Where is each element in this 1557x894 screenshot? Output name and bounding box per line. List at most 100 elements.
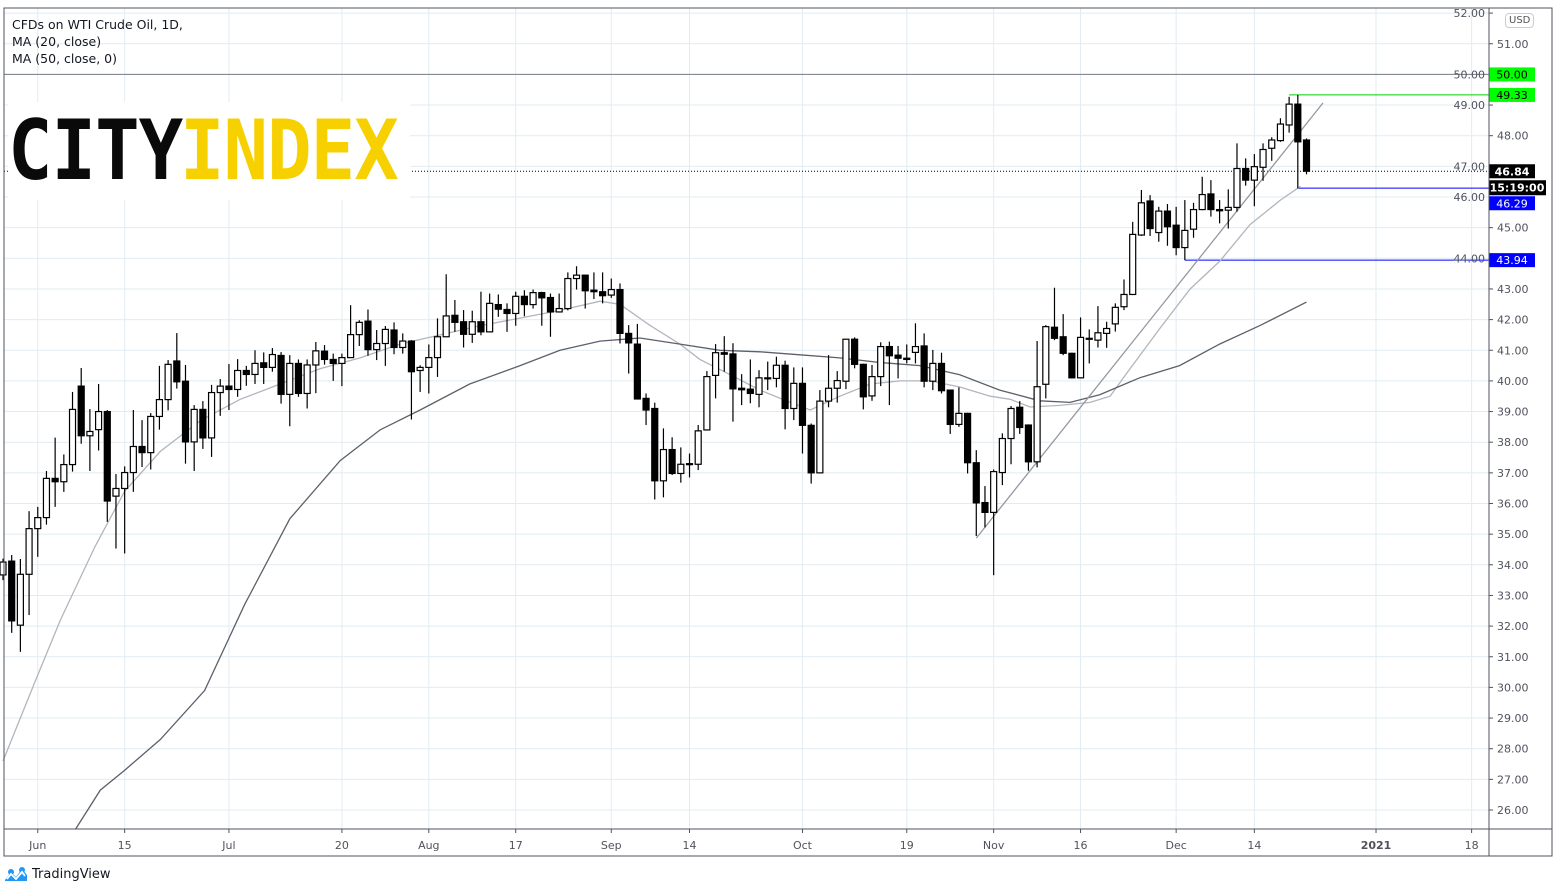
symbol-title[interactable]: CFDs on WTI Crude Oil, 1D, — [12, 17, 183, 32]
trendline[interactable] — [975, 102, 1324, 539]
candle-down — [937, 362, 946, 392]
candle-up — [425, 357, 433, 369]
price-axis[interactable] — [1489, 8, 1552, 856]
candle-down — [963, 412, 972, 464]
candle-up — [911, 345, 920, 353]
candle-up — [929, 362, 937, 382]
countdown-tag — [1489, 180, 1546, 196]
candle-up — [607, 288, 615, 296]
candle-up — [842, 338, 850, 382]
candle-up — [1268, 139, 1276, 149]
candle-up — [338, 357, 346, 365]
candle-down — [329, 358, 337, 365]
price-tag-label: 50.00 — [1496, 68, 1528, 81]
candle-down — [885, 345, 893, 357]
candle-up — [877, 345, 885, 378]
y-tick-label: 41.00 — [1497, 344, 1529, 357]
candle-down — [668, 448, 676, 475]
candle-up — [1033, 386, 1041, 463]
y-tick-label: 50.00 — [1454, 68, 1486, 81]
y-tick-label: 29.00 — [1497, 712, 1529, 725]
candle-up — [1250, 166, 1258, 181]
price-tag-label: 46.29 — [1496, 197, 1528, 210]
y-tick-label: 47.00 — [1454, 160, 1486, 173]
candle-down — [1215, 208, 1224, 212]
candle-up — [685, 463, 694, 466]
candle-down — [729, 353, 737, 390]
candle-up — [824, 387, 833, 402]
price-tag-label: 43.94 — [1496, 254, 1528, 267]
price-tag-label: 49.33 — [1496, 89, 1528, 102]
candle-down — [242, 369, 250, 376]
x-tick-label: Nov — [983, 839, 1005, 852]
candle-up — [790, 382, 798, 410]
candle-down — [503, 308, 511, 315]
logo-city: CITY — [8, 102, 183, 200]
candle-up — [147, 415, 155, 454]
candle-down — [1302, 139, 1311, 172]
candle-down — [277, 354, 285, 395]
candle-down — [173, 360, 181, 383]
candle-up — [312, 350, 320, 366]
candle-up — [468, 321, 476, 335]
candle-down — [1163, 210, 1172, 228]
candle-down — [720, 352, 728, 355]
candle-down — [451, 314, 459, 323]
tradingview-brand[interactable]: TradingView — [4, 866, 111, 882]
y-tick-label: 39.00 — [1497, 406, 1529, 419]
time-axis[interactable] — [4, 829, 1489, 856]
candle-down — [1294, 103, 1302, 143]
ma20-legend[interactable]: MA (20, close) — [12, 34, 102, 49]
y-tick-label: 45.00 — [1497, 222, 1529, 235]
candle-up — [16, 573, 24, 626]
candle-up — [42, 477, 51, 519]
candle-down — [77, 385, 85, 437]
candle-down — [459, 321, 468, 335]
candle-down — [894, 354, 902, 359]
candle-down — [642, 397, 650, 411]
y-tick-label: 26.00 — [1497, 804, 1529, 817]
candle-up — [833, 379, 841, 389]
candle-down — [103, 410, 111, 502]
y-tick-label: 52.00 — [1454, 7, 1486, 20]
time-axis-labels: Jun 15 Jul 20 Aug 17 Sep 14 Oct 19 Nov 16 Dec 14 2021 1… — [28, 829, 1479, 852]
candle-up — [998, 437, 1006, 474]
y-tick-label: 43.00 — [1497, 283, 1529, 296]
y-tick-label: 27.00 — [1497, 773, 1529, 786]
y-tick-label: 35.00 — [1497, 528, 1529, 541]
y-tick-label: 51.00 — [1497, 38, 1529, 51]
candle-up — [659, 448, 668, 482]
candle-down — [520, 295, 529, 306]
candle-down — [625, 332, 633, 344]
candle-up — [1189, 208, 1198, 230]
y-tick-label: 42.00 — [1497, 314, 1529, 327]
ma50-legend[interactable]: MA (50, close, 0) — [12, 51, 118, 66]
x-tick-label: Oct — [793, 839, 813, 852]
candle-up — [703, 376, 711, 431]
candle-up — [1198, 193, 1206, 211]
candle-up — [34, 516, 42, 530]
candle-down — [546, 296, 555, 313]
price-tag-46.29 — [1489, 196, 1535, 211]
candle-up — [555, 307, 563, 313]
currency-badge[interactable]: USD — [1505, 13, 1535, 28]
candle-up — [94, 410, 103, 431]
y-tick-label: 31.00 — [1497, 651, 1529, 664]
y-tick-label: 32.00 — [1497, 620, 1529, 633]
x-tick-label: 17 — [509, 839, 523, 852]
candle-down — [590, 289, 598, 293]
y-tick-label: 30.00 — [1497, 681, 1529, 694]
candle-up — [112, 487, 120, 497]
y-tick-label: 48.00 — [1497, 130, 1529, 143]
x-tick-label: 20 — [335, 839, 349, 852]
y-tick-label: 36.00 — [1497, 498, 1529, 511]
x-tick-label: 14 — [683, 839, 697, 852]
candle-down — [651, 407, 659, 482]
y-tick-label: 33.00 — [1497, 589, 1529, 602]
candle-up — [416, 366, 424, 372]
y-tick-label: 37.00 — [1497, 467, 1529, 480]
candle-down — [746, 388, 754, 395]
candle-down — [1207, 193, 1215, 211]
price-tag-label: 46.84 — [1495, 165, 1530, 178]
